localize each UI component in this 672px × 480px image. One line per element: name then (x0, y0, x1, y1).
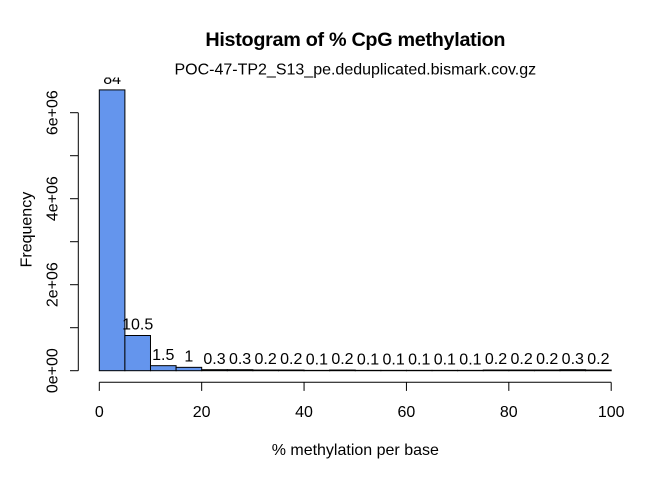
svg-text:0.1: 0.1 (357, 352, 379, 369)
svg-text:0.2: 0.2 (536, 351, 558, 368)
svg-text:POC-47-TP2_S13_pe.deduplicated: POC-47-TP2_S13_pe.deduplicated.bismark.c… (174, 62, 536, 79)
svg-text:2e+06: 2e+06 (45, 262, 62, 307)
svg-text:80: 80 (500, 404, 518, 421)
svg-text:% methylation per base: % methylation per base (272, 442, 439, 459)
svg-text:0.2: 0.2 (485, 351, 507, 368)
svg-text:0.2: 0.2 (510, 351, 532, 368)
svg-text:100: 100 (598, 404, 625, 421)
svg-text:6e+06: 6e+06 (45, 90, 62, 135)
svg-text:20: 20 (193, 404, 211, 421)
svg-text:0.2: 0.2 (331, 351, 353, 368)
svg-text:0: 0 (95, 404, 104, 421)
svg-text:1: 1 (184, 349, 193, 366)
svg-text:60: 60 (398, 404, 416, 421)
svg-text:0.3: 0.3 (229, 351, 251, 368)
svg-text:10.5: 10.5 (122, 317, 153, 334)
svg-text:0.1: 0.1 (408, 352, 430, 369)
svg-text:40: 40 (295, 404, 313, 421)
svg-text:0.1: 0.1 (459, 352, 481, 369)
svg-text:0e+00: 0e+00 (45, 348, 62, 393)
svg-text:0.2: 0.2 (255, 351, 277, 368)
svg-text:4e+06: 4e+06 (45, 176, 62, 221)
svg-text:0.2: 0.2 (280, 351, 302, 368)
svg-text:Frequency: Frequency (19, 192, 36, 268)
svg-text:0.1: 0.1 (383, 352, 405, 369)
svg-text:1.5: 1.5 (152, 347, 174, 364)
svg-text:0.2: 0.2 (587, 351, 609, 368)
svg-text:Histogram of % CpG methylation: Histogram of % CpG methylation (205, 29, 505, 51)
svg-text:0.3: 0.3 (562, 351, 584, 368)
svg-text:0.1: 0.1 (306, 352, 328, 369)
svg-text:84: 84 (103, 71, 121, 88)
svg-text:0.1: 0.1 (434, 352, 456, 369)
svg-text:0.3: 0.3 (203, 351, 225, 368)
